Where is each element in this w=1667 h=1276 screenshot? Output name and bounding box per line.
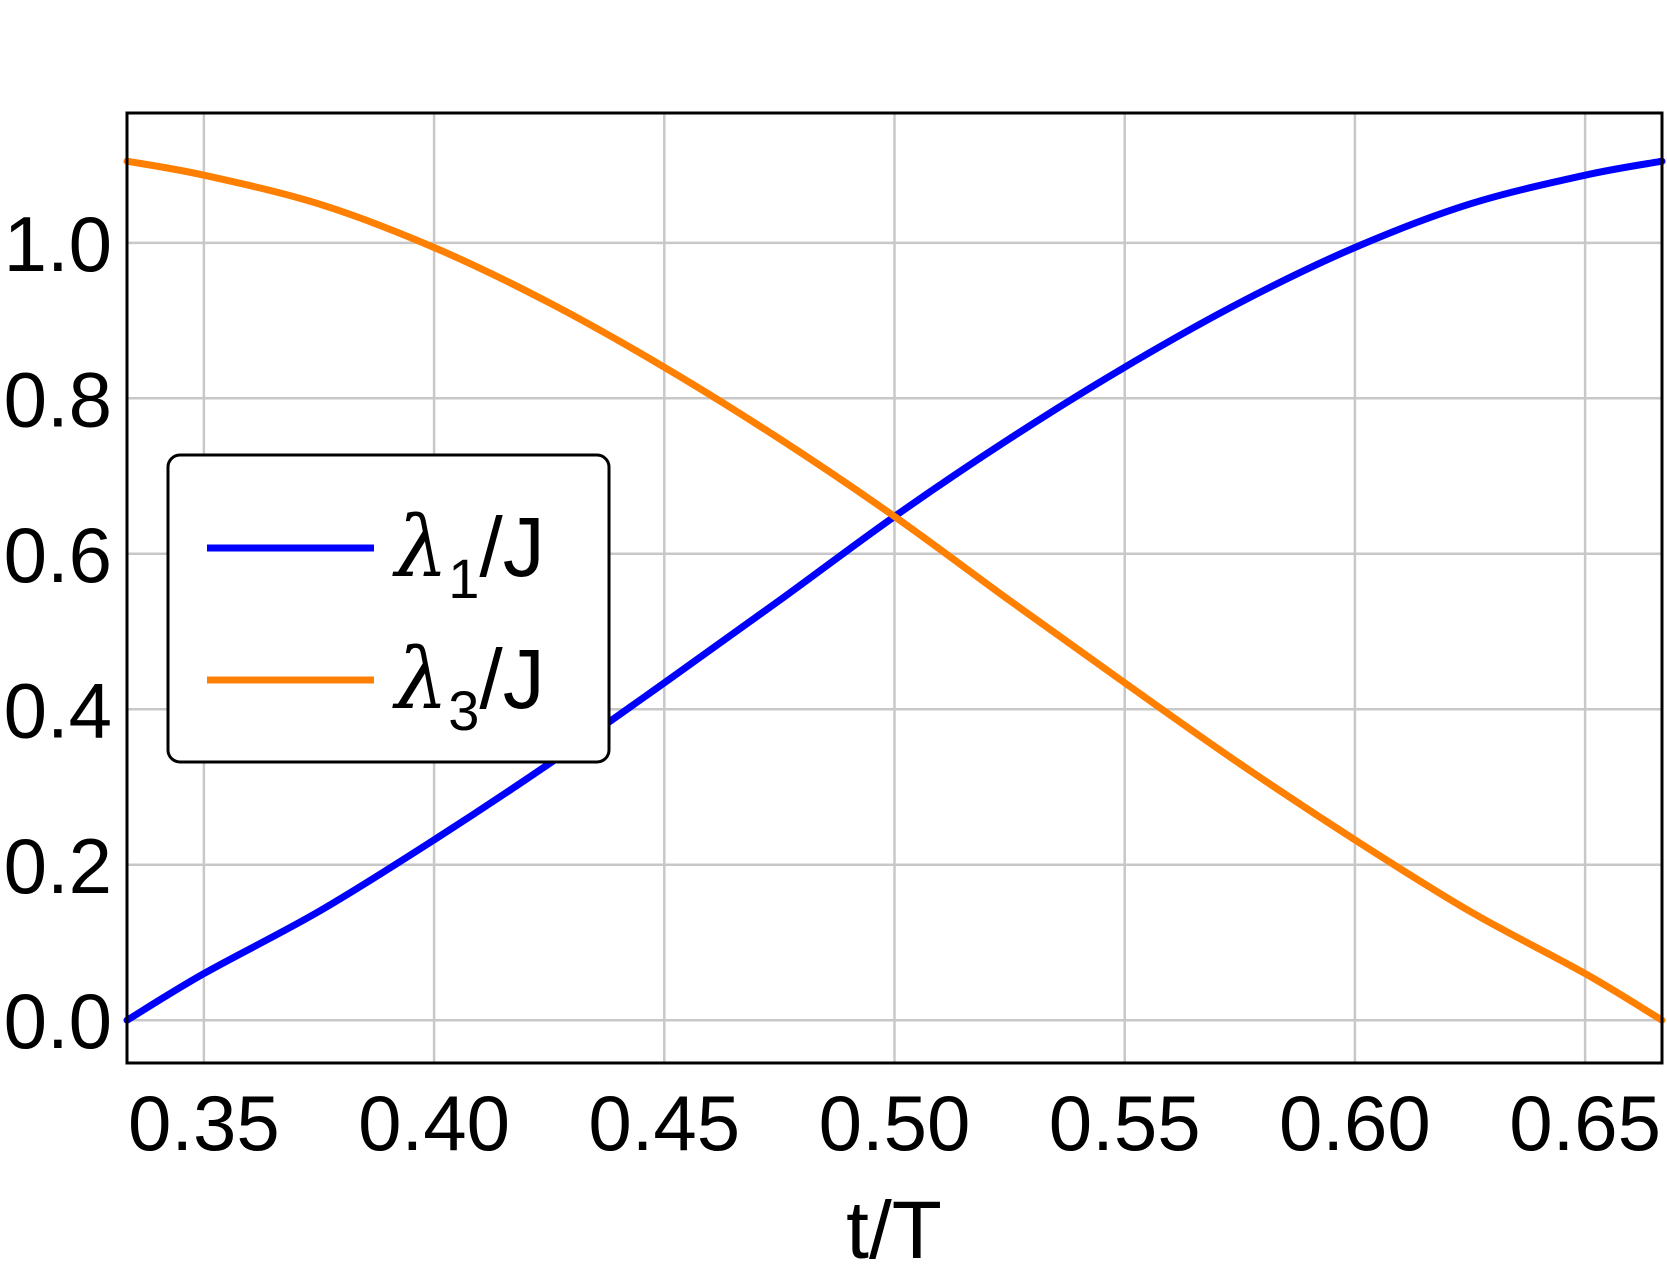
y-tick-label: 0.4 [4,666,112,754]
x-tick-label: 0.45 [588,1079,740,1167]
y-tick-label: 0.6 [4,511,112,599]
x-tick-label: 0.60 [1279,1079,1431,1167]
x-tick-label: 0.35 [128,1079,280,1167]
x-tick-label: 0.50 [819,1079,971,1167]
legend: λ1/J λ3/J [166,453,611,764]
series-line-lambda3 [123,157,1666,1024]
legend-box [166,453,611,764]
x-tick-label: 0.55 [1049,1079,1201,1167]
plot-frame [125,111,1664,1065]
y-axis: 0.0 0.2 0.4 0.6 0.8 1.0 [4,200,112,1065]
x-tick-label: 0.65 [1509,1079,1661,1167]
x-tick-label: 0.40 [358,1079,510,1167]
x-axis-label: t/T [846,1185,942,1276]
legend-label: λ1/J [392,498,545,610]
x-axis: 0.35 0.40 0.45 0.50 0.55 0.60 0.65 [128,1079,1661,1167]
y-tick-label: 0.0 [4,977,112,1065]
y-tick-label: 0.8 [4,355,112,443]
series-lines [123,157,1666,1024]
legend-label: λ3/J [392,630,545,742]
y-tick-label: 0.2 [4,822,112,910]
y-tick-label: 1.0 [4,200,112,288]
